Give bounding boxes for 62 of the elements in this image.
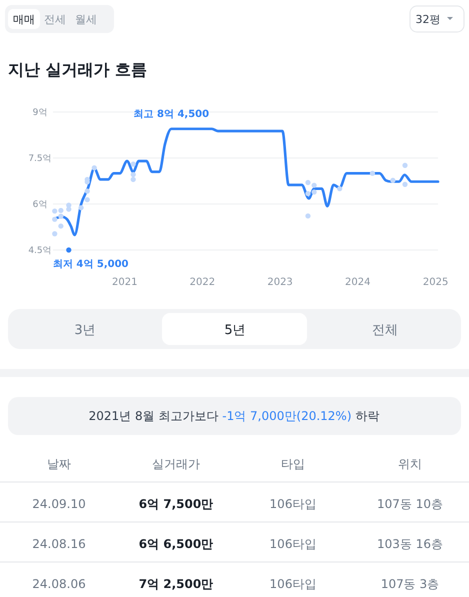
- text: 103동 16층: [377, 537, 443, 551]
- point: [52, 208, 58, 214]
- text: 106타입: [270, 577, 316, 591]
- x-tick-label: 2022: [190, 277, 216, 288]
- text: 5년: [224, 323, 246, 338]
- y-tick-label: 6억: [32, 200, 48, 210]
- point: [84, 197, 90, 202]
- point: [337, 186, 342, 192]
- point: [58, 208, 64, 214]
- point: [402, 182, 408, 187]
- chart-title: 지난 실거래가 흐름: [8, 60, 148, 79]
- point: [130, 176, 136, 182]
- text: 위치: [398, 457, 422, 471]
- point: [52, 231, 58, 236]
- text: 6억 6,500만: [138, 537, 214, 551]
- text: 6억 7,500만: [138, 497, 214, 511]
- text: 7억 2,500만: [138, 577, 214, 591]
- text: 32평: [416, 13, 440, 26]
- text: 24.08.06: [32, 577, 86, 591]
- point: [78, 205, 84, 210]
- point: [402, 162, 408, 168]
- text: 24.09.10: [32, 497, 86, 511]
- text: 날짜: [47, 457, 71, 471]
- text: 전세: [44, 13, 66, 26]
- text: 하락: [352, 409, 380, 423]
- x-tick-label: 2024: [345, 277, 370, 288]
- text: 106타입: [270, 497, 316, 511]
- point: [130, 162, 136, 167]
- annotation: 최고 8억 4,500: [134, 108, 210, 120]
- point: [370, 170, 376, 176]
- x-tick-label: 2021: [112, 277, 138, 288]
- text: 월세: [75, 13, 97, 26]
- text: 매매: [13, 13, 35, 26]
- text: 타입: [281, 457, 305, 471]
- point: [312, 182, 317, 188]
- point: [92, 165, 97, 170]
- point: [84, 188, 90, 194]
- point: [130, 172, 136, 178]
- text: 2021년 8월 최고가보다: [88, 409, 222, 423]
- point: [58, 223, 64, 229]
- point: [305, 180, 311, 186]
- text: -1억 7,000만(20.12%): [222, 409, 352, 423]
- text: 3년: [74, 323, 96, 338]
- annotation: 최저 4억 5,000: [52, 259, 129, 270]
- text: 실거래가: [152, 457, 200, 471]
- x-tick-label: 2023: [267, 277, 293, 288]
- text: 106타입: [270, 537, 316, 551]
- text: 24.08.16: [32, 537, 86, 551]
- point: [305, 213, 311, 219]
- text: 107동 3층: [380, 577, 440, 591]
- point: [66, 247, 72, 253]
- y-tick-label: 7.5억: [28, 154, 52, 164]
- y-tick-label: 4.5억: [28, 246, 52, 256]
- point: [52, 216, 58, 222]
- point: [390, 178, 396, 183]
- point: [58, 214, 64, 219]
- y-tick-label: 9억: [32, 108, 48, 118]
- point: [312, 189, 317, 195]
- text: 전체: [372, 323, 398, 338]
- x-tick-label: 2025: [422, 277, 448, 288]
- point: [305, 190, 311, 196]
- text: 107동 10층: [377, 497, 443, 511]
